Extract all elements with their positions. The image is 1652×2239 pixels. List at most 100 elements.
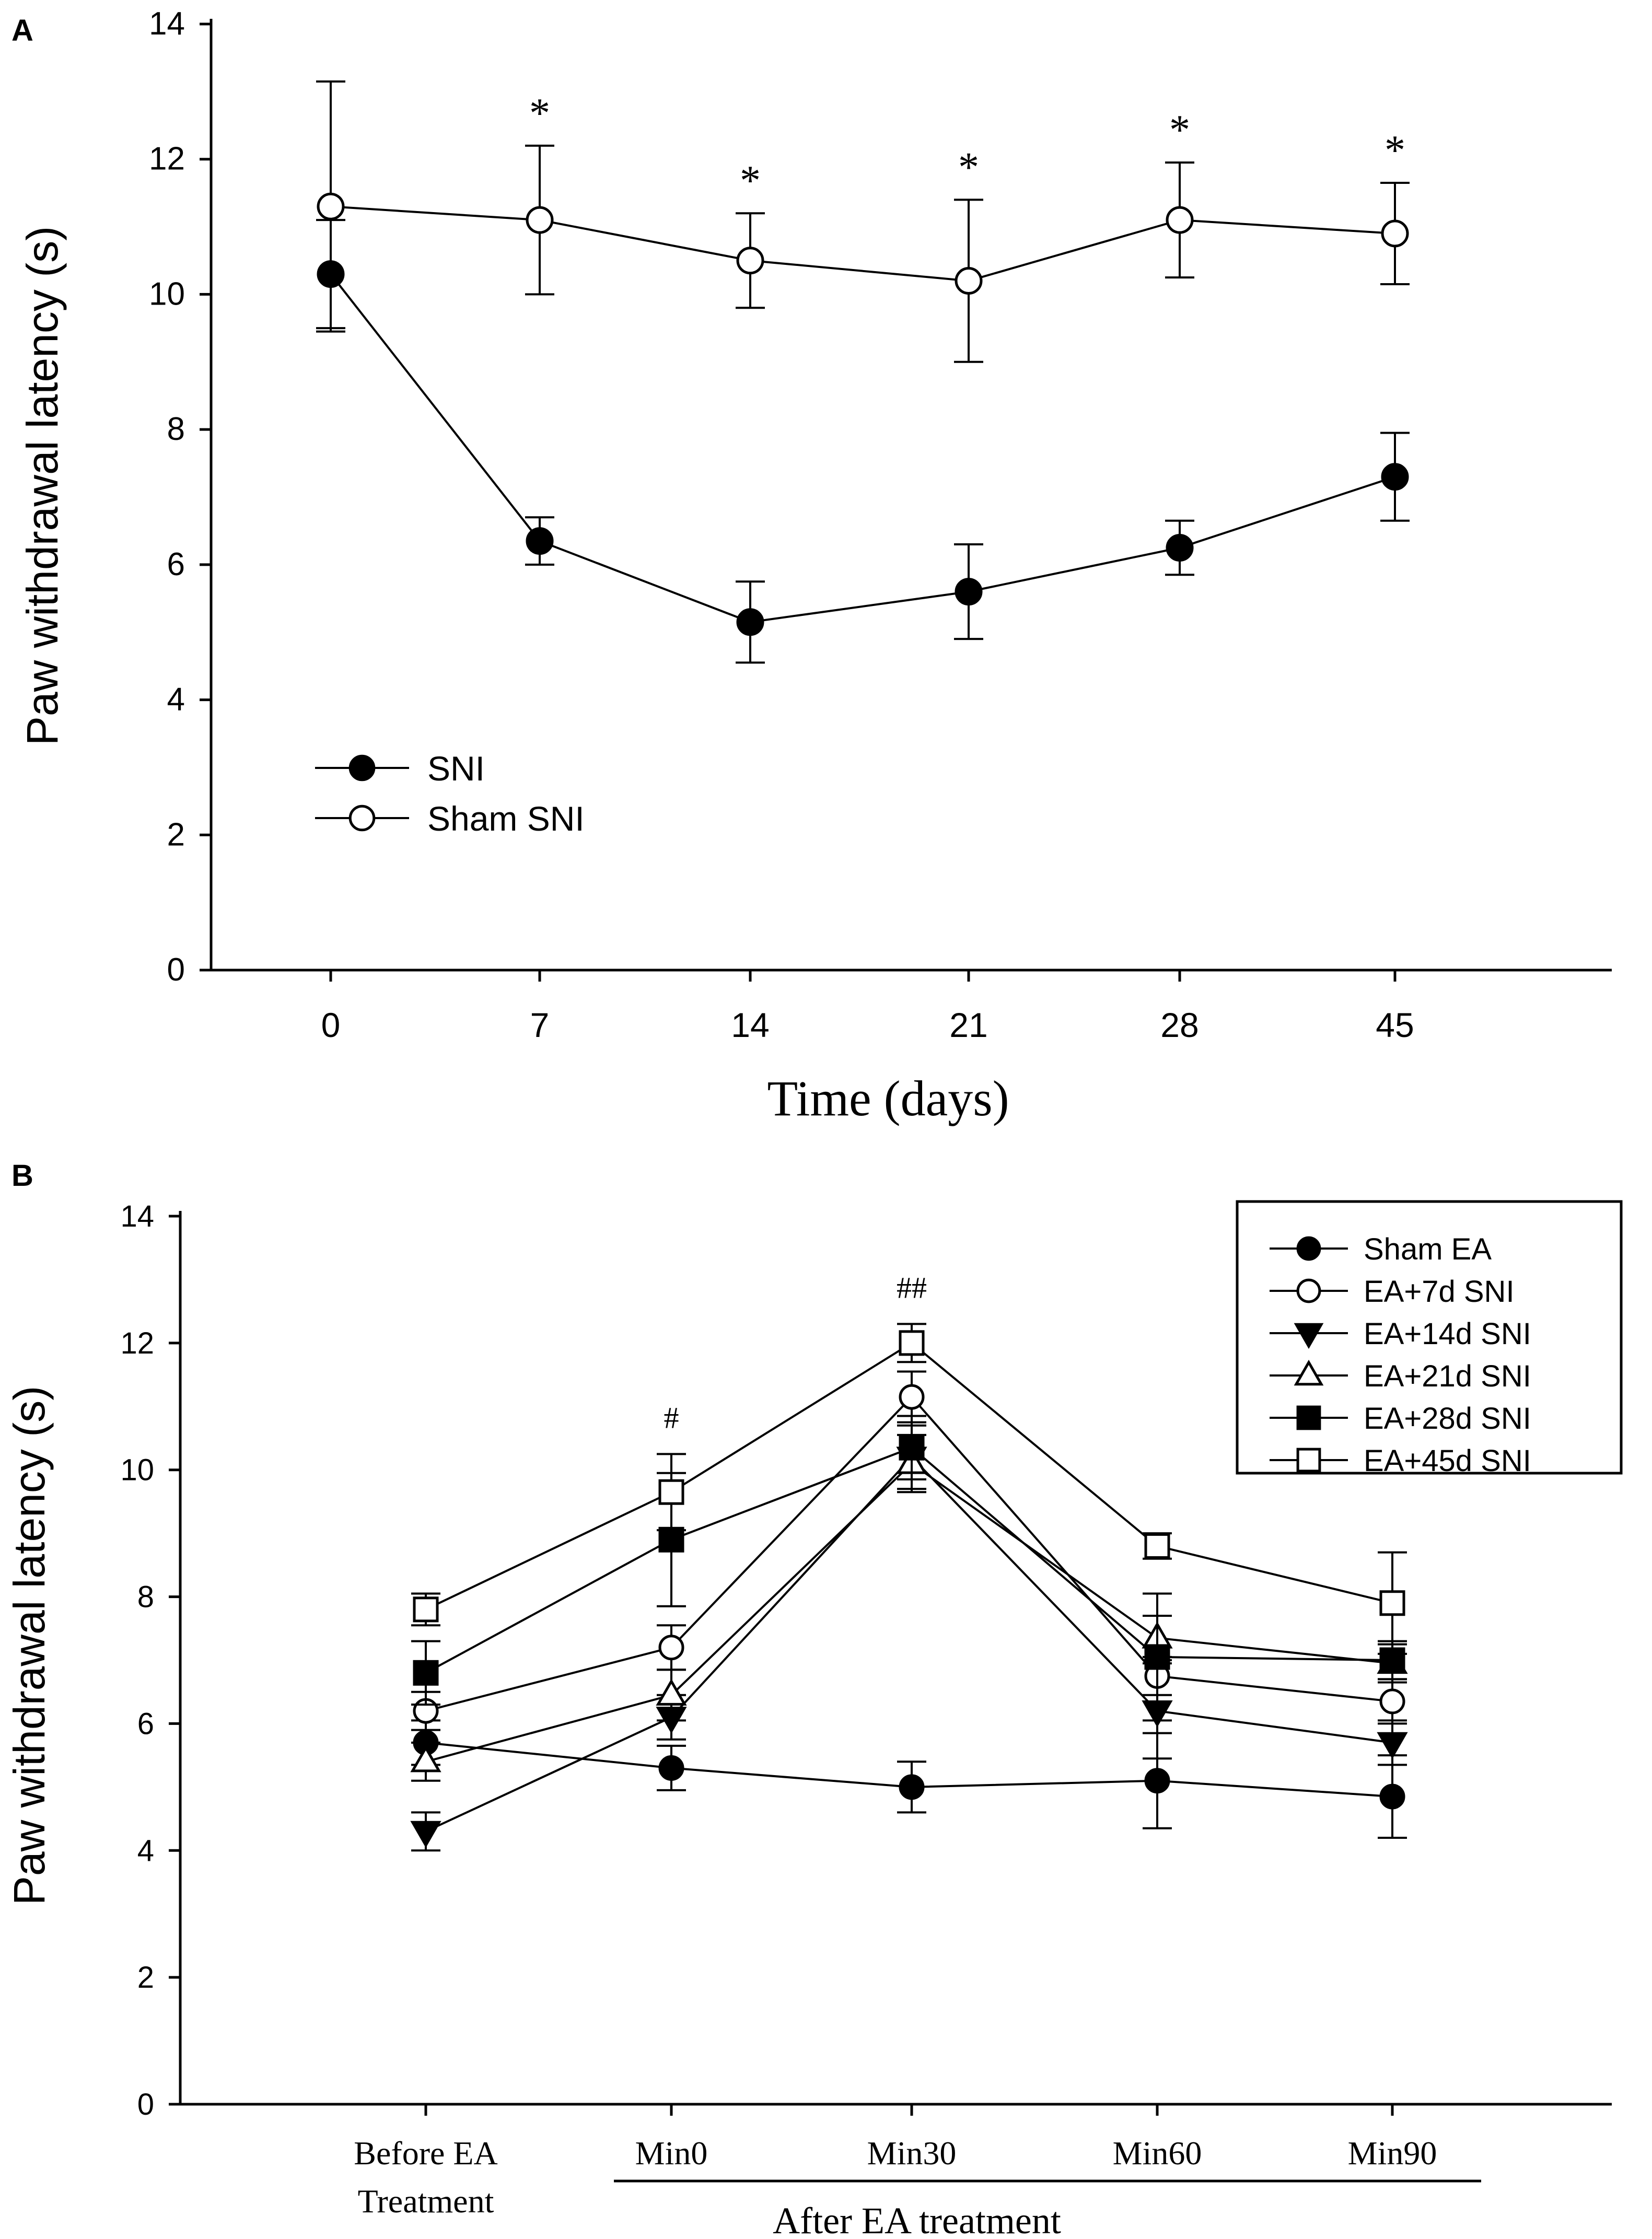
y-tick-label: 12 xyxy=(149,141,185,177)
y-tick-label: 10 xyxy=(120,1453,154,1487)
panel-a-y-axis-label: Paw withdrawal latency (s) xyxy=(18,226,67,745)
x-tick-label: Min0 xyxy=(635,2135,708,2172)
data-point xyxy=(1166,534,1194,562)
x-tick-label: Min30 xyxy=(867,2135,957,2172)
data-point xyxy=(1377,1732,1408,1759)
data-point xyxy=(656,1678,687,1706)
panel-a-annotations: * * * * * xyxy=(529,90,1405,204)
series-ea-45d-sni xyxy=(411,1323,1407,1655)
y-tick-label: 12 xyxy=(120,1326,154,1360)
data-point xyxy=(1144,1533,1170,1559)
legend-label: EA+28d SNI xyxy=(1364,1402,1531,1436)
y-tick-label: 6 xyxy=(167,546,185,582)
data-point xyxy=(955,578,983,606)
significance-marker: * xyxy=(740,158,761,204)
data-point xyxy=(1144,1768,1170,1794)
data-point xyxy=(1381,463,1409,491)
data-point xyxy=(899,1774,925,1800)
legend-marker xyxy=(348,804,376,832)
legend-label: EA+21d SNI xyxy=(1364,1359,1531,1393)
series-line xyxy=(425,1446,1393,1674)
y-tick-label: 2 xyxy=(137,1961,154,1995)
data-point xyxy=(899,1330,925,1356)
legend-label: Sham SNI xyxy=(427,799,585,838)
significance-marker: * xyxy=(529,90,550,136)
significance-marker: * xyxy=(1169,107,1190,153)
data-point xyxy=(1379,1783,1405,1810)
legend-marker xyxy=(1294,1359,1324,1386)
series-ea-21d-sni xyxy=(410,1433,1408,1782)
y-tick-label: 2 xyxy=(167,817,185,853)
legend-label: EA+14d SNI xyxy=(1364,1317,1531,1351)
legend-marker xyxy=(1296,1236,1321,1261)
x-tick-label: Treatment xyxy=(358,2183,494,2220)
series-line xyxy=(330,273,1395,623)
x-tick-label: 14 xyxy=(731,1006,769,1044)
x-tick-label: Min60 xyxy=(1113,2135,1202,2172)
legend-label: EA+45d SNI xyxy=(1364,1444,1531,1478)
panel-b-annotations: ### xyxy=(664,1270,927,1435)
panel-a-label: A xyxy=(11,14,33,48)
significance-marker: * xyxy=(1385,127,1405,173)
data-point xyxy=(526,206,554,234)
data-point xyxy=(658,1635,684,1661)
x-tick-label: 0 xyxy=(321,1006,341,1044)
panel-a-x-axis-label: Time (days) xyxy=(767,1070,1009,1126)
data-point xyxy=(1166,206,1194,234)
x-tick-label: Min90 xyxy=(1348,2135,1437,2172)
panel-b-legend: Sham EA EA+7d SNI EA+14d SNI EA+21d SNI EA+2… xyxy=(1236,1200,1623,1478)
data-point xyxy=(658,1479,684,1505)
data-point xyxy=(955,267,983,295)
data-point xyxy=(736,608,764,636)
legend-marker xyxy=(1296,1448,1321,1473)
legend-marker xyxy=(1296,1405,1321,1430)
significance-marker: # xyxy=(664,1401,679,1435)
x-tick-label: 45 xyxy=(1376,1006,1414,1044)
data-point xyxy=(1379,1688,1405,1715)
data-point xyxy=(1381,219,1409,248)
panel-b-x-ticks: Before EA Treatment Min0 Min30 Min60 Min90 xyxy=(354,2104,1437,2220)
series-sni xyxy=(316,219,1410,664)
x-tick-label: 28 xyxy=(1160,1006,1199,1044)
series-sham-sni xyxy=(316,80,1410,363)
data-point xyxy=(526,527,554,555)
legend-label: Sham EA xyxy=(1364,1232,1492,1266)
panel-b-label: B xyxy=(11,1159,33,1193)
panel-b-y-ticks: 0 2 4 6 8 10 12 14 xyxy=(120,1199,180,2121)
panel-a-legend: SNI Sham SNI xyxy=(315,749,585,838)
legend-label: EA+7d SNI xyxy=(1364,1275,1515,1309)
panel-a: A Paw withdrawal latency (s) Time (days)… xyxy=(11,6,1612,1126)
y-tick-label: 10 xyxy=(149,276,185,312)
series-sham-ea xyxy=(411,1719,1407,1839)
significance-marker: ## xyxy=(897,1270,927,1304)
panel-a-series xyxy=(316,80,1410,664)
y-tick-label: 14 xyxy=(120,1199,154,1233)
legend-marker xyxy=(348,754,376,782)
data-point xyxy=(899,1435,925,1461)
data-point xyxy=(317,192,345,220)
series-ea-28d-sni xyxy=(411,1415,1407,1722)
panel-a-x-ticks: 0 7 14 21 28 45 xyxy=(321,970,1414,1044)
significance-marker: * xyxy=(958,144,979,190)
panel-b-series xyxy=(410,1323,1408,1852)
panel-b: B Paw withdrawal latency (s) After EA tr… xyxy=(5,1159,1623,2239)
y-tick-label: 4 xyxy=(167,682,185,718)
y-tick-label: 8 xyxy=(137,1580,154,1614)
data-point xyxy=(899,1384,925,1410)
panel-a-y-ticks: 0 2 4 6 8 10 12 14 xyxy=(149,6,211,988)
panel-b-y-axis-label: Paw withdrawal latency (s) xyxy=(5,1386,54,1905)
data-point xyxy=(1379,1590,1405,1616)
y-tick-label: 0 xyxy=(137,2088,154,2121)
x-tick-label: 7 xyxy=(530,1006,550,1044)
y-tick-label: 6 xyxy=(137,1707,154,1741)
series-line xyxy=(330,205,1395,282)
data-point xyxy=(658,1755,684,1781)
data-point xyxy=(413,1596,439,1623)
y-tick-label: 4 xyxy=(137,1834,154,1868)
data-point xyxy=(1144,1644,1170,1670)
y-tick-label: 14 xyxy=(149,6,185,42)
data-point xyxy=(658,1526,684,1553)
panel-b-x-axis-label: After EA treatment xyxy=(773,2200,1061,2239)
legend-label: SNI xyxy=(427,749,485,788)
